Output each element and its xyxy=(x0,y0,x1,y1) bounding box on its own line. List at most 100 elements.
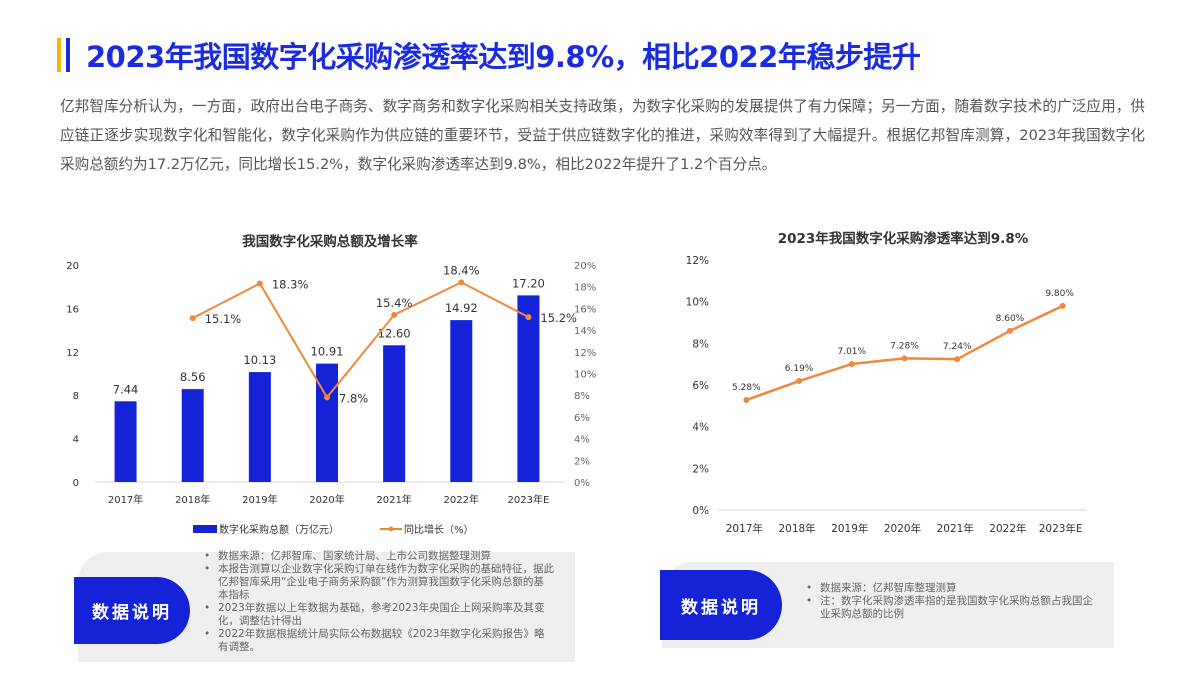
chart2-xtick: 2019年 xyxy=(831,522,868,535)
chart2-point xyxy=(796,378,803,385)
chart2-point-label: 8.60% xyxy=(996,314,1025,324)
chart1-growth-point xyxy=(256,280,263,287)
chart1-growth-label: 18.3% xyxy=(272,277,309,291)
chart1-ytick-left: 8 xyxy=(73,391,79,402)
chart1-xtick: 2017年 xyxy=(108,493,143,506)
chart1-growth-point xyxy=(324,394,330,401)
chart1-bar xyxy=(114,401,137,482)
chart1-ytick-right: 2% xyxy=(574,456,590,467)
chart2-title: 2023年我国数字化采购渗透率达到9.8% xyxy=(778,230,1029,247)
legend-line-label: 同比增长（%） xyxy=(404,523,474,536)
note-item: 数据来源：亿邦智库、国家统计局、上市公司数据整理测算 xyxy=(204,550,554,563)
legend-bar-label: 数字化采购总额（万亿元） xyxy=(219,523,339,536)
chart1-bar-label: 17.20 xyxy=(512,276,545,290)
chart1-growth-point xyxy=(458,279,465,286)
notes-right-list: 数据来源：亿邦智库整理测算注：数字化采购渗透率指的是我国数字化采购总额占我国企业… xyxy=(806,582,1096,621)
title-accent-yellow xyxy=(57,38,61,72)
chart2-xtick: 2022年 xyxy=(989,522,1026,535)
note-item: 2022年数据根据统计局实际公布数据较《2023年数字化采购报告》略有调整。 xyxy=(204,628,554,654)
chart1-growth-label: 7.8% xyxy=(339,391,368,405)
chart1-bar xyxy=(181,389,204,482)
chart1-growth-label: 15.1% xyxy=(205,312,242,326)
chart2-point xyxy=(743,397,750,403)
chart1-growth-label: 15.4% xyxy=(376,296,413,310)
chart2-point-label: 7.01% xyxy=(837,347,866,357)
notes-left-list: 数据来源：亿邦智库、国家统计局、上市公司数据整理测算本报告测算以企业数字化采购订… xyxy=(204,550,554,654)
title-accent-blue xyxy=(66,38,70,72)
chart2-point-label: 7.28% xyxy=(890,341,919,351)
legend-bar-swatch xyxy=(193,525,217,533)
chart1-bar xyxy=(248,372,271,482)
note-item: 数据来源：亿邦智库整理测算 xyxy=(806,582,1096,595)
chart1-growth-label: 18.4% xyxy=(443,263,480,277)
chart1-bar-label: 10.91 xyxy=(311,345,344,359)
chart1-bar xyxy=(316,363,338,482)
chart2-ytick: 10% xyxy=(686,297,709,309)
chart2-xtick: 2017年 xyxy=(726,522,763,535)
chart2-point xyxy=(901,355,908,362)
chart2-ytick: 2% xyxy=(692,463,709,475)
notes-left-label: 数据说明 xyxy=(74,577,190,644)
chart1-ytick-left: 20 xyxy=(66,261,79,272)
body-paragraph: 亿邦智库分析认为，一方面，政府出台电子商务、数字商务和数字化采购相关支持政策，为… xyxy=(60,98,1145,173)
chart1-bar xyxy=(450,320,473,482)
chart2-point xyxy=(1006,327,1013,334)
chart2-xtick: 2018年 xyxy=(778,522,815,535)
page-title: 2023年我国数字化采购渗透率达到9.8%，相比2022年稳步提升 xyxy=(86,40,921,74)
chart2-point-label: 6.19% xyxy=(785,364,814,374)
chart2-point-label: 5.28% xyxy=(732,383,761,393)
note-item: 注：数字化采购渗透率指的是我国数字化采购总额占我国企业采购总额的比例 xyxy=(806,595,1096,621)
chart2-point xyxy=(954,356,961,363)
chart1-bar-label: 7.44 xyxy=(113,382,139,396)
note-item: 本报告测算以企业数字化采购订单在线作为数字化采购的基础特征，据此亿邦智库采用“企… xyxy=(204,563,554,602)
chart2-ytick: 0% xyxy=(692,505,709,517)
chart1-ytick-left: 4 xyxy=(73,435,79,446)
chart1-bar xyxy=(517,295,540,482)
chart1-bar xyxy=(383,345,406,482)
chart2-point-label: 9.80% xyxy=(1045,289,1074,299)
chart1-growth-point xyxy=(391,311,398,318)
chart1-ytick-right: 16% xyxy=(574,304,596,315)
legend-line-marker xyxy=(388,526,394,532)
chart1-ytick-left: 12 xyxy=(66,348,79,359)
chart1-ytick-right: 6% xyxy=(574,413,590,424)
chart1-growth-line xyxy=(192,281,529,400)
chart2-xtick: 2023年E xyxy=(1039,522,1083,535)
chart2-xtick: 2020年 xyxy=(884,522,921,535)
chart1-xtick: 2021年 xyxy=(376,493,411,506)
chart1-xtick: 2023年E xyxy=(508,493,550,506)
chart1-bar-label: 14.92 xyxy=(445,301,478,315)
chart1-ytick-right: 10% xyxy=(574,370,596,381)
chart2-point-label: 7.24% xyxy=(943,342,972,352)
chart1-bar-label: 8.56 xyxy=(180,370,206,384)
chart1-bar-label: 10.13 xyxy=(243,353,276,367)
chart2-ytick: 8% xyxy=(692,338,709,350)
chart1-ytick-right: 0% xyxy=(574,478,590,489)
chart1-ytick-right: 20% xyxy=(574,261,596,272)
chart1-xtick: 2019年 xyxy=(242,493,277,506)
chart1-ytick-right: 8% xyxy=(574,391,590,402)
chart1-xtick: 2020年 xyxy=(309,493,344,506)
chart1-title: 我国数字化采购总额及增长率 xyxy=(242,233,418,250)
chart2-point xyxy=(848,360,855,367)
chart2-ytick: 4% xyxy=(692,422,709,434)
chart1-growth-point xyxy=(525,314,532,321)
notes-right-label: 数据说明 xyxy=(660,570,782,640)
note-item: 2023年数据以上年数据为基础，参考2023年央国企上网采购率及其变化，调整估计… xyxy=(204,602,554,628)
chart1-bar-label: 12.60 xyxy=(378,326,411,340)
chart1-ytick-left: 0 xyxy=(73,478,79,489)
chart1-xtick: 2022年 xyxy=(444,493,479,506)
chart1-ytick-right: 14% xyxy=(574,326,596,337)
chart1-growth-label: 15.2% xyxy=(540,311,577,325)
chart2-xtick: 2021年 xyxy=(937,522,974,535)
chart1-ytick-right: 18% xyxy=(574,283,596,294)
chart2-ytick: 6% xyxy=(692,380,709,392)
chart2-ytick: 12% xyxy=(686,255,709,267)
chart1-ytick-left: 16 xyxy=(66,304,79,315)
chart2-point xyxy=(1059,302,1066,309)
chart1-ytick-right: 4% xyxy=(574,435,590,446)
chart1-xtick: 2018年 xyxy=(175,493,210,506)
chart1-growth-point xyxy=(189,315,196,322)
chart1-ytick-right: 12% xyxy=(574,348,596,359)
